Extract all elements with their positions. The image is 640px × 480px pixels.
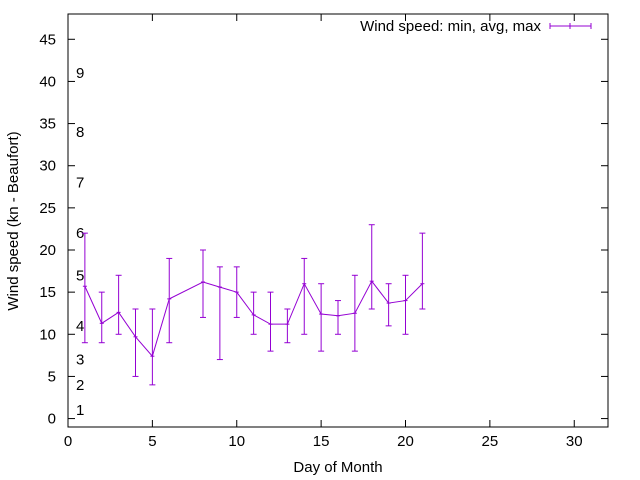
x-axis-ticks: 0 5 10 15 20 25 30	[64, 14, 583, 450]
legend-label: Wind speed: min, avg, max	[360, 18, 541, 35]
y-tick-label: 30	[39, 158, 56, 175]
y-tick-label: 25	[39, 200, 56, 217]
x-tick-label: 30	[566, 433, 583, 450]
y-tick-label: 45	[39, 31, 56, 48]
beaufort-label: 1	[76, 402, 84, 419]
x-tick-label: 5	[148, 433, 156, 450]
series-line-wind-speed	[84, 280, 423, 358]
y-tick-label: 35	[39, 116, 56, 133]
y-tick-label: 5	[48, 368, 56, 385]
error-bars	[81, 224, 426, 386]
x-tick-label: 25	[482, 433, 499, 450]
beaufort-label: 3	[76, 352, 84, 369]
beaufort-label: 4	[76, 318, 84, 335]
x-tick-label: 15	[313, 433, 330, 450]
beaufort-label: 2	[76, 377, 84, 394]
beaufort-label: 5	[76, 267, 84, 284]
beaufort-label: 6	[76, 225, 84, 242]
y-tick-label: 40	[39, 73, 56, 90]
x-tick-label: 20	[397, 433, 414, 450]
y-tick-label: 20	[39, 242, 56, 259]
plot-frame	[67, 13, 609, 428]
x-tick-label: 10	[228, 433, 245, 450]
y-tick-label: 0	[48, 411, 56, 428]
x-tick-label: 0	[64, 433, 72, 450]
y-tick-label: 10	[39, 326, 56, 343]
beaufort-label: 9	[76, 65, 84, 82]
beaufort-label: 8	[76, 124, 84, 141]
y-axis-label: Wind speed (kn - Beaufort)	[5, 131, 22, 310]
x-axis-label: Day of Month	[293, 459, 382, 476]
legend: Wind speed: min, avg, max	[360, 18, 592, 35]
y-tick-label: 15	[39, 284, 56, 301]
beaufort-label: 7	[76, 175, 84, 192]
beaufort-scale-labels: 1 2 3 4 5 6 7 8 9	[76, 65, 84, 419]
